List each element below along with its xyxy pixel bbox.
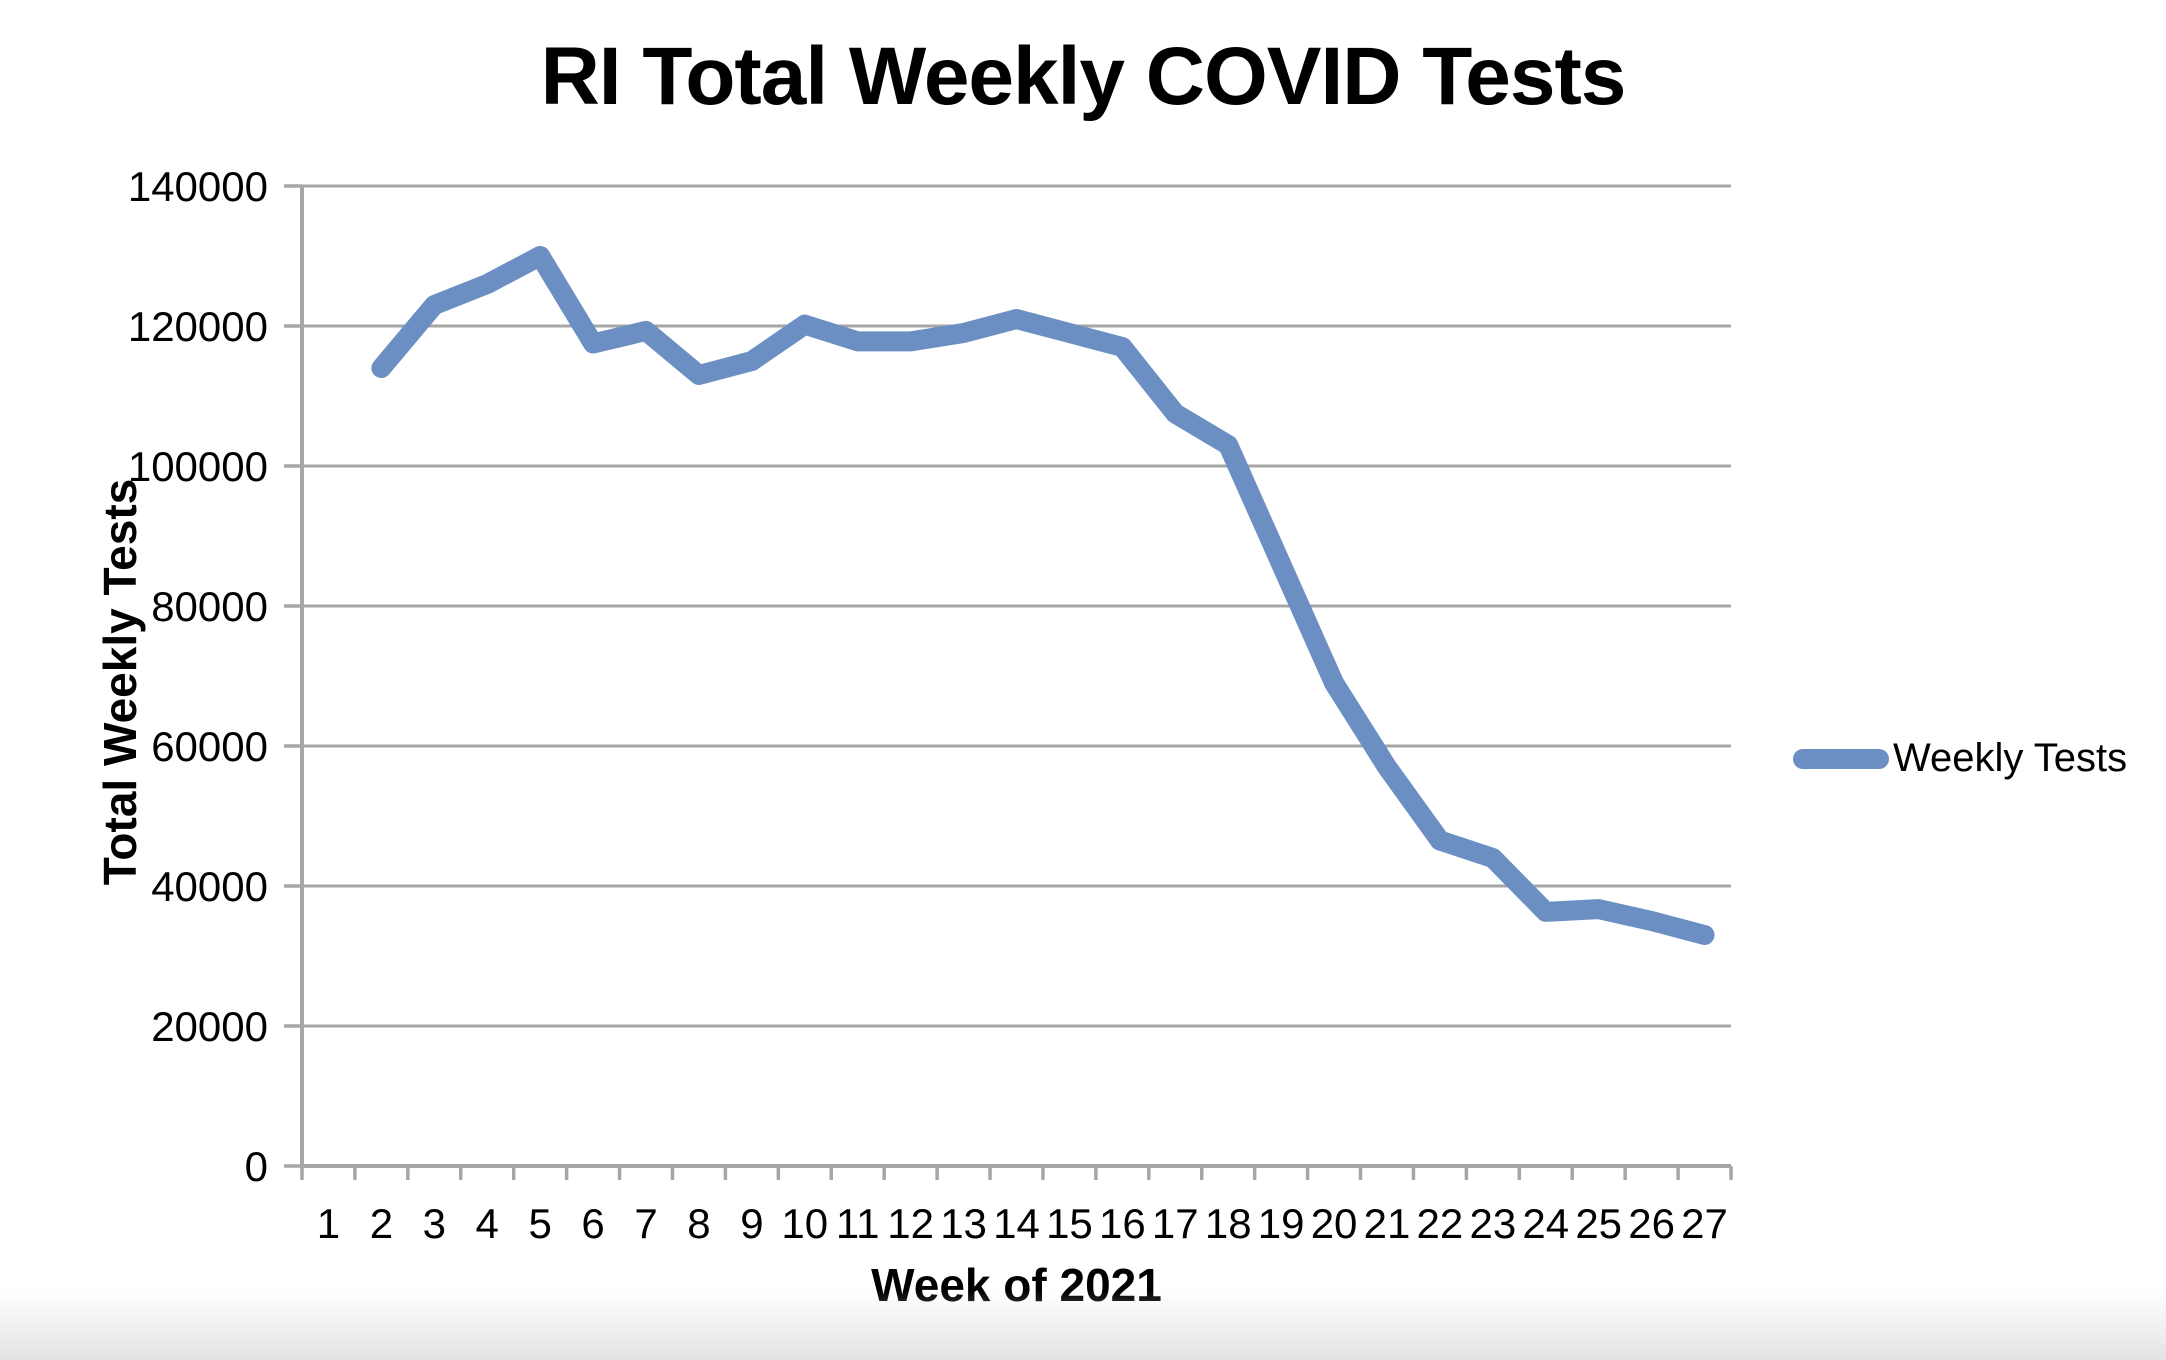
x-tick-label: 10 [781,1200,828,1247]
x-tick-label: 2 [370,1200,393,1247]
x-tick-label: 17 [1152,1200,1199,1247]
x-tick-label: 15 [1046,1200,1093,1247]
x-tick-label: 7 [634,1200,657,1247]
x-tick-label: 20 [1311,1200,1358,1247]
x-tick-label: 16 [1099,1200,1146,1247]
x-tick-label: 5 [528,1200,551,1247]
legend-label: Weekly Tests [1893,736,2128,780]
y-tick-label: 100000 [128,443,268,490]
x-tick-label: 22 [1417,1200,1464,1247]
y-tick-label: 0 [245,1143,268,1190]
x-tick-label: 13 [940,1200,987,1247]
y-tick-label: 80000 [151,583,268,630]
x-tick-label: 23 [1469,1200,1516,1247]
x-tick-label: 9 [740,1200,763,1247]
x-tick-label: 3 [423,1200,446,1247]
x-tick-label: 4 [476,1200,499,1247]
x-tick-label: 21 [1364,1200,1411,1247]
x-tick-label: 6 [581,1200,604,1247]
weekly-tests-line [371,246,1715,945]
x-tick-label: 18 [1205,1200,1252,1247]
y-tick-label: 140000 [128,163,268,210]
y-tick-label: 60000 [151,723,268,770]
x-tick-label: 11 [836,1200,880,1247]
x-tick-label: 24 [1522,1200,1569,1247]
y-tick-label: 40000 [151,863,268,910]
x-tick-label: 27 [1681,1200,1728,1247]
chart-title: RI Total Weekly COVID Tests [540,31,1627,122]
x-tick-label: 19 [1258,1200,1305,1247]
legend-line-icon [1793,748,1889,769]
x-tick-label: 1 [317,1200,340,1247]
x-tick-label: 14 [993,1200,1040,1247]
y-tick-label: 120000 [128,303,268,350]
y-tick-label: 20000 [151,1003,268,1050]
x-axis-title: Week of 2021 [871,1259,1162,1311]
x-tick-label: 12 [887,1200,934,1247]
x-tick-label: 25 [1575,1200,1622,1247]
x-tick-label: 26 [1628,1200,1675,1247]
legend: Weekly Tests [1793,736,2127,781]
x-tick-label: 8 [687,1200,710,1247]
